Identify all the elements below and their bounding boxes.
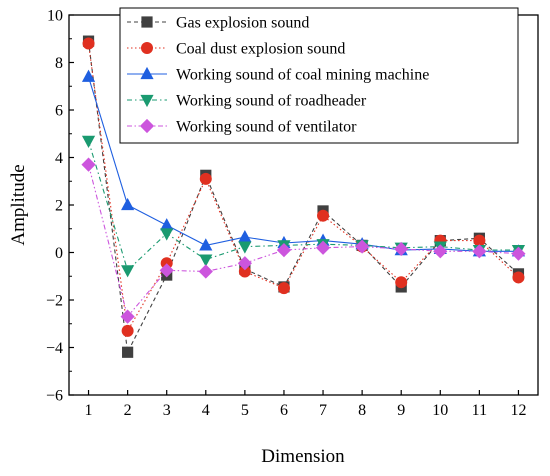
- data-point: [121, 265, 135, 278]
- data-point: [199, 172, 212, 185]
- legend-item: Gas explosion sound: [127, 15, 309, 32]
- data-point: [237, 256, 252, 271]
- series-2: [82, 37, 525, 337]
- series-line: [87, 140, 519, 272]
- y-tick-label: 10: [47, 8, 63, 25]
- data-point: [317, 209, 330, 222]
- data-point: [433, 244, 448, 259]
- x-tick-label: 7: [319, 402, 327, 419]
- data-point: [199, 254, 213, 267]
- legend-marker: [141, 42, 153, 54]
- x-tick-label: 9: [397, 402, 405, 419]
- data-point: [159, 263, 174, 278]
- legend-box: [119, 7, 519, 144]
- legend-label: Coal dust explosion sound: [176, 41, 345, 58]
- x-tick-label: 6: [280, 402, 288, 419]
- y-tick-label: −2: [46, 293, 63, 310]
- y-axis-title: Amplitude: [8, 164, 29, 245]
- series-line: [87, 43, 519, 333]
- data-point: [160, 218, 174, 231]
- data-point: [81, 69, 96, 82]
- series-line: [87, 164, 519, 318]
- data-point: [238, 229, 252, 243]
- y-tick-label: 4: [55, 150, 63, 167]
- series-5: [81, 157, 526, 324]
- series-4: [81, 135, 526, 278]
- legend-item: Working sound of ventilator: [127, 119, 357, 136]
- legend-marker: [141, 16, 153, 28]
- data-point: [355, 239, 370, 254]
- x-tick-label: 12: [510, 402, 526, 419]
- data-point: [472, 244, 487, 259]
- x-tick-label: 3: [163, 402, 171, 419]
- y-tick-label: −6: [46, 388, 63, 405]
- x-tick-label: 10: [432, 402, 448, 419]
- x-tick-label: 5: [241, 402, 249, 419]
- y-tick-label: 8: [55, 55, 63, 72]
- x-tick-label: 2: [124, 402, 132, 419]
- data-point: [238, 241, 252, 254]
- data-point: [315, 240, 331, 255]
- data-point: [198, 264, 213, 279]
- legend-item: Working sound of coal mining machine: [127, 67, 429, 84]
- legend-label: Gas explosion sound: [176, 15, 309, 32]
- data-point: [160, 257, 173, 270]
- data-point: [121, 197, 135, 211]
- data-point: [238, 265, 251, 278]
- data-point: [81, 135, 96, 148]
- data-point: [277, 282, 290, 295]
- data-point: [120, 309, 135, 324]
- legend-marker: [140, 66, 154, 80]
- y-tick-label: 2: [55, 198, 63, 215]
- legend-label: Working sound of ventilator: [176, 119, 357, 136]
- x-tick-label: 11: [472, 402, 487, 419]
- data-point: [395, 276, 408, 289]
- data-point: [394, 241, 409, 257]
- data-point: [160, 228, 174, 241]
- legend-label: Working sound of roadheader: [176, 93, 367, 110]
- data-point: [276, 243, 292, 258]
- y-tick-label: 6: [55, 103, 63, 120]
- x-tick-label: 1: [85, 402, 93, 419]
- x-tick-label: 8: [358, 402, 366, 419]
- x-axis-title: Dimension: [261, 446, 345, 467]
- legend-marker: [139, 118, 155, 134]
- data-point: [82, 37, 95, 50]
- legend: Gas explosion sound Coal dust explosion s…: [119, 7, 519, 144]
- series-line: [87, 76, 519, 252]
- data-point: [199, 238, 213, 251]
- y-tick-label: 0: [55, 245, 63, 262]
- data-point: [121, 324, 134, 337]
- data-point: [81, 157, 96, 172]
- legend-item: Coal dust explosion sound: [127, 41, 345, 58]
- series-layer: [81, 35, 526, 358]
- legend-item: Working sound of roadheader: [127, 93, 367, 110]
- data-point: [511, 246, 526, 261]
- legend-label: Working sound of coal mining machine: [176, 67, 429, 84]
- legend-marker: [140, 94, 154, 108]
- data-point: [122, 346, 134, 358]
- data-point: [473, 234, 486, 247]
- x-tick-label: 4: [202, 402, 210, 419]
- data-point: [512, 271, 525, 284]
- y-tick-label: −4: [46, 340, 63, 357]
